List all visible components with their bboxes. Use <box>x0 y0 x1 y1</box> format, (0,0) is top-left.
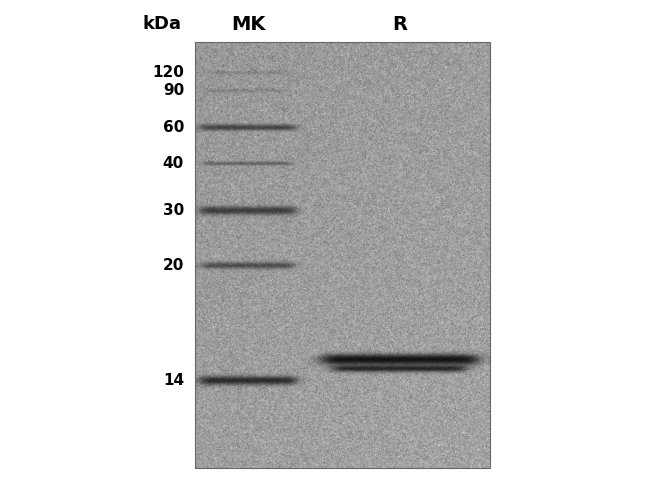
Text: 20: 20 <box>163 258 184 273</box>
Bar <box>195 42 490 468</box>
Text: 14: 14 <box>163 373 184 388</box>
Text: 30: 30 <box>163 203 184 218</box>
Text: kDa: kDa <box>143 15 182 33</box>
Text: R: R <box>393 14 407 34</box>
Text: 40: 40 <box>163 156 184 171</box>
Text: 60: 60 <box>163 120 184 134</box>
Text: 90: 90 <box>163 84 184 98</box>
Text: MK: MK <box>230 14 265 34</box>
Text: 120: 120 <box>152 65 184 80</box>
